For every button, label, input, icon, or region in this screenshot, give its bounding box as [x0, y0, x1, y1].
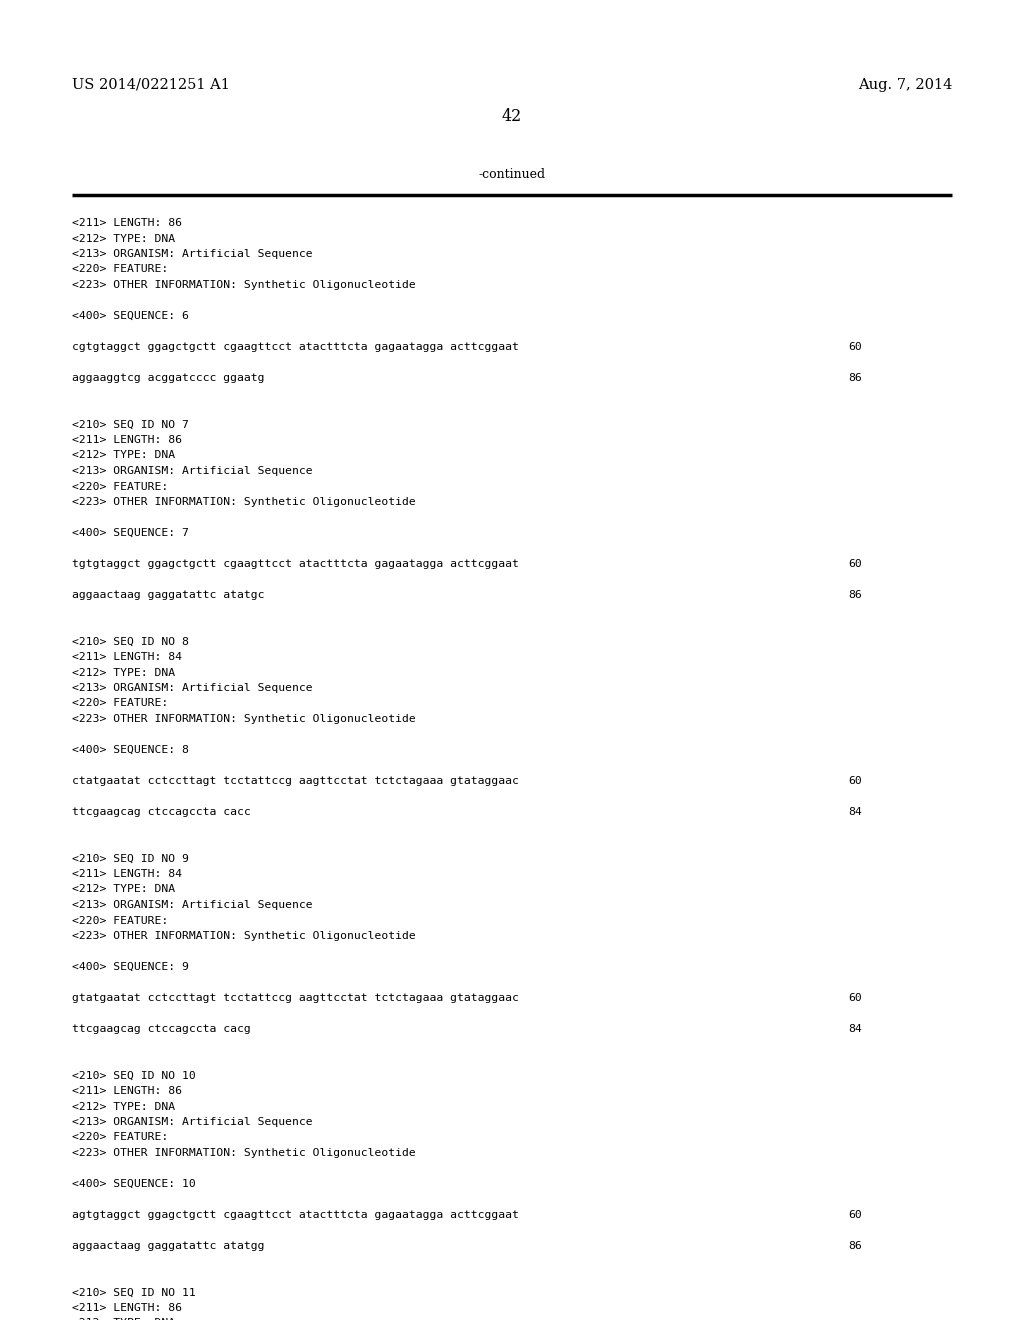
Text: <211> LENGTH: 86: <211> LENGTH: 86: [72, 1086, 182, 1096]
Text: <220> FEATURE:: <220> FEATURE:: [72, 1133, 168, 1143]
Text: <212> TYPE: DNA: <212> TYPE: DNA: [72, 1101, 175, 1111]
Text: <211> LENGTH: 86: <211> LENGTH: 86: [72, 1303, 182, 1313]
Text: <220> FEATURE:: <220> FEATURE:: [72, 698, 168, 709]
Text: 86: 86: [848, 1241, 862, 1251]
Text: 84: 84: [848, 1024, 862, 1034]
Text: 86: 86: [848, 590, 862, 601]
Text: <400> SEQUENCE: 6: <400> SEQUENCE: 6: [72, 312, 188, 321]
Text: <213> ORGANISM: Artificial Sequence: <213> ORGANISM: Artificial Sequence: [72, 900, 312, 909]
Text: ctatgaatat cctccttagt tcctattccg aagttcctat tctctagaaa gtataggaac: ctatgaatat cctccttagt tcctattccg aagttcc…: [72, 776, 519, 785]
Text: <210> SEQ ID NO 7: <210> SEQ ID NO 7: [72, 420, 188, 429]
Text: <400> SEQUENCE: 7: <400> SEQUENCE: 7: [72, 528, 188, 539]
Text: <400> SEQUENCE: 9: <400> SEQUENCE: 9: [72, 962, 188, 972]
Text: <210> SEQ ID NO 11: <210> SEQ ID NO 11: [72, 1287, 196, 1298]
Text: <211> LENGTH: 86: <211> LENGTH: 86: [72, 436, 182, 445]
Text: <223> OTHER INFORMATION: Synthetic Oligonucleotide: <223> OTHER INFORMATION: Synthetic Oligo…: [72, 1148, 416, 1158]
Text: 42: 42: [502, 108, 522, 125]
Text: <220> FEATURE:: <220> FEATURE:: [72, 482, 168, 491]
Text: 60: 60: [848, 993, 862, 1003]
Text: <212> TYPE: DNA: <212> TYPE: DNA: [72, 668, 175, 677]
Text: agtgtaggct ggagctgctt cgaagttcct atactttcta gagaatagga acttcggaat: agtgtaggct ggagctgctt cgaagttcct atacttt…: [72, 1210, 519, 1220]
Text: 60: 60: [848, 342, 862, 352]
Text: tgtgtaggct ggagctgctt cgaagttcct atactttcta gagaatagga acttcggaat: tgtgtaggct ggagctgctt cgaagttcct atacttt…: [72, 558, 519, 569]
Text: <220> FEATURE:: <220> FEATURE:: [72, 264, 168, 275]
Text: 84: 84: [848, 807, 862, 817]
Text: <212> TYPE: DNA: <212> TYPE: DNA: [72, 884, 175, 895]
Text: <220> FEATURE:: <220> FEATURE:: [72, 916, 168, 925]
Text: <212> TYPE: DNA: <212> TYPE: DNA: [72, 1319, 175, 1320]
Text: 60: 60: [848, 776, 862, 785]
Text: <212> TYPE: DNA: <212> TYPE: DNA: [72, 234, 175, 243]
Text: 60: 60: [848, 1210, 862, 1220]
Text: aggaactaag gaggatattc atatgg: aggaactaag gaggatattc atatgg: [72, 1241, 264, 1251]
Text: Aug. 7, 2014: Aug. 7, 2014: [858, 78, 952, 92]
Text: <400> SEQUENCE: 8: <400> SEQUENCE: 8: [72, 744, 188, 755]
Text: ttcgaagcag ctccagccta cacg: ttcgaagcag ctccagccta cacg: [72, 1024, 251, 1034]
Text: US 2014/0221251 A1: US 2014/0221251 A1: [72, 78, 229, 92]
Text: 60: 60: [848, 558, 862, 569]
Text: <210> SEQ ID NO 8: <210> SEQ ID NO 8: [72, 636, 188, 647]
Text: gtatgaatat cctccttagt tcctattccg aagttcctat tctctagaaa gtataggaac: gtatgaatat cctccttagt tcctattccg aagttcc…: [72, 993, 519, 1003]
Text: 86: 86: [848, 374, 862, 383]
Text: <213> ORGANISM: Artificial Sequence: <213> ORGANISM: Artificial Sequence: [72, 682, 312, 693]
Text: <211> LENGTH: 84: <211> LENGTH: 84: [72, 652, 182, 663]
Text: <213> ORGANISM: Artificial Sequence: <213> ORGANISM: Artificial Sequence: [72, 466, 312, 477]
Text: <210> SEQ ID NO 9: <210> SEQ ID NO 9: [72, 854, 188, 863]
Text: aggaaggtcg acggatcccc ggaatg: aggaaggtcg acggatcccc ggaatg: [72, 374, 264, 383]
Text: cgtgtaggct ggagctgctt cgaagttcct atactttcta gagaatagga acttcggaat: cgtgtaggct ggagctgctt cgaagttcct atacttt…: [72, 342, 519, 352]
Text: <223> OTHER INFORMATION: Synthetic Oligonucleotide: <223> OTHER INFORMATION: Synthetic Oligo…: [72, 714, 416, 723]
Text: <211> LENGTH: 86: <211> LENGTH: 86: [72, 218, 182, 228]
Text: ttcgaagcag ctccagccta cacc: ttcgaagcag ctccagccta cacc: [72, 807, 251, 817]
Text: <223> OTHER INFORMATION: Synthetic Oligonucleotide: <223> OTHER INFORMATION: Synthetic Oligo…: [72, 931, 416, 941]
Text: <223> OTHER INFORMATION: Synthetic Oligonucleotide: <223> OTHER INFORMATION: Synthetic Oligo…: [72, 280, 416, 290]
Text: <223> OTHER INFORMATION: Synthetic Oligonucleotide: <223> OTHER INFORMATION: Synthetic Oligo…: [72, 498, 416, 507]
Text: <211> LENGTH: 84: <211> LENGTH: 84: [72, 869, 182, 879]
Text: <213> ORGANISM: Artificial Sequence: <213> ORGANISM: Artificial Sequence: [72, 249, 312, 259]
Text: <210> SEQ ID NO 10: <210> SEQ ID NO 10: [72, 1071, 196, 1081]
Text: <213> ORGANISM: Artificial Sequence: <213> ORGANISM: Artificial Sequence: [72, 1117, 312, 1127]
Text: aggaactaag gaggatattc atatgc: aggaactaag gaggatattc atatgc: [72, 590, 264, 601]
Text: -continued: -continued: [478, 168, 546, 181]
Text: <212> TYPE: DNA: <212> TYPE: DNA: [72, 450, 175, 461]
Text: <400> SEQUENCE: 10: <400> SEQUENCE: 10: [72, 1179, 196, 1189]
